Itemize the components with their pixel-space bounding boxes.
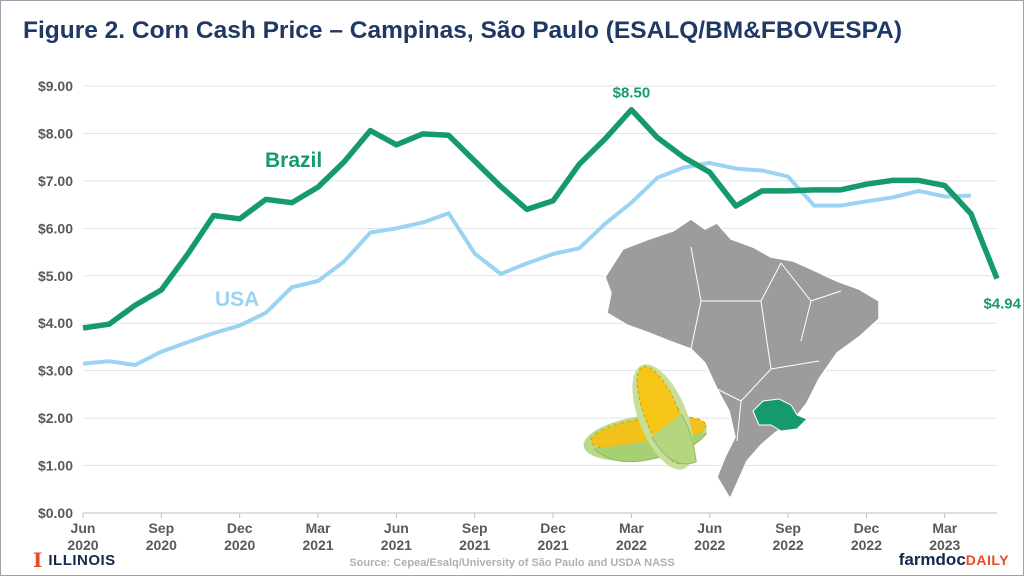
y-axis: $0.00 $1.00 $2.00 $3.00 $4.00 $5.00 $6.00 $7.00… (38, 78, 73, 521)
sao-paulo-state-icon (752, 398, 808, 432)
gridlines (83, 85, 997, 514)
x-tick-month: Jun (384, 520, 409, 536)
x-tick-year: 2022 (851, 537, 882, 553)
x-axis: Jun2020Sep2020Dec2020Mar2021Jun2021Sep20… (67, 513, 961, 553)
y-tick-label: $9.00 (38, 78, 73, 94)
y-tick-label: $7.00 (38, 173, 73, 189)
x-tick-month: Jun (71, 520, 96, 536)
illinois-block-i-icon: I (33, 548, 43, 572)
x-tick-month: Dec (227, 520, 253, 536)
illinois-logo: I ILLINOIS (33, 548, 116, 572)
illinois-wordmark: ILLINOIS (48, 551, 116, 569)
x-tick-year: 2022 (616, 537, 647, 553)
farmdoc-daily-logo: farmdocDAILY (899, 550, 1009, 570)
brand-part-1: farmdoc (898, 550, 966, 569)
x-tick-month: Sep (775, 520, 801, 536)
chart-title: Figure 2. Corn Cash Price – Campinas, Sã… (23, 17, 902, 44)
series-labels: Brazil USA $8.50 $4.94 (215, 85, 1022, 313)
y-tick-label: $8.00 (38, 125, 73, 141)
corn-cob-front (632, 364, 697, 470)
state-borders (690, 246, 842, 442)
y-tick-label: $5.00 (38, 268, 73, 284)
series-line-usa (82, 160, 971, 367)
brazil-map-shape (604, 218, 880, 502)
brand-part-2: DAILY (965, 552, 1009, 568)
data-label: $8.50 (613, 85, 651, 102)
y-tick-label: $4.00 (38, 315, 73, 331)
corn-cob-icon (583, 364, 708, 470)
x-tick-year: 2020 (146, 537, 177, 553)
x-tick-year: 2020 (224, 537, 255, 553)
x-tick-month: Dec (854, 520, 880, 536)
x-tick-month: Mar (619, 520, 644, 536)
x-tick-year: 2022 (694, 537, 725, 553)
x-tick-year: 2020 (67, 537, 98, 553)
source-note: Source: Cepea/Esalq/University of São Pa… (349, 557, 675, 569)
x-tick-month: Dec (540, 520, 566, 536)
y-tick-label: $1.00 (38, 458, 73, 474)
x-tick-year: 2021 (459, 537, 490, 553)
x-tick-year: 2021 (381, 537, 412, 553)
x-tick-month: Mar (306, 520, 331, 536)
series-label-brazil: Brazil (265, 149, 322, 172)
x-tick-year: 2023 (929, 537, 960, 553)
x-tick-month: Jun (697, 520, 722, 536)
x-tick-year: 2021 (537, 537, 568, 553)
x-tick-year: 2021 (302, 537, 333, 553)
data-label: $4.94 (983, 296, 1021, 313)
x-tick-year: 2022 (773, 537, 804, 553)
x-tick-month: Sep (462, 520, 488, 536)
y-tick-label: $6.00 (38, 220, 73, 236)
y-tick-label: $2.00 (38, 410, 73, 426)
series-lines (82, 106, 1000, 367)
y-tick-label: $3.00 (38, 363, 73, 379)
x-tick-month: Mar (932, 520, 957, 536)
series-label-usa: USA (215, 288, 259, 311)
x-tick-month: Sep (148, 520, 174, 536)
y-tick-label: $0.00 (38, 505, 73, 521)
brazil-map-icon (604, 218, 880, 502)
series-line-brazil (82, 106, 1000, 331)
